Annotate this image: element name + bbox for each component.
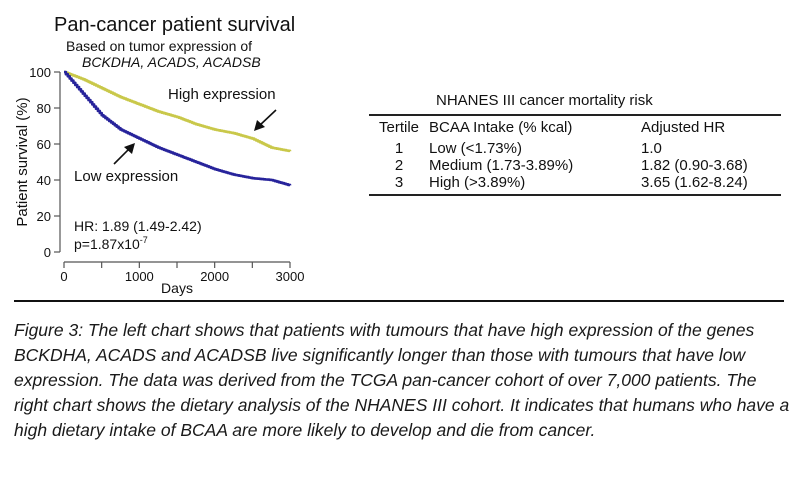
series-low-expression xyxy=(64,70,292,187)
x-tick-label: 0 xyxy=(60,269,67,284)
hr-cell: 3.65 (1.62-8.24) xyxy=(641,174,781,196)
intake-cell: High (>3.89%) xyxy=(429,174,641,196)
high-expression-label: High expression xyxy=(168,86,276,103)
header-bcaa-intake: BCAA Intake (% kcal) xyxy=(429,114,641,137)
hazard-ratio-label: HR: 1.89 (1.49-2.42) xyxy=(74,218,202,234)
high-expression-arrow-icon xyxy=(254,109,277,131)
hr-cell: 1.0 xyxy=(641,140,662,157)
x-tick-label: 2000 xyxy=(200,269,229,284)
x-tick-label: 1000 xyxy=(125,269,154,284)
p-value-label: p=1.87x10-7 xyxy=(74,235,148,252)
intake-cell: Low (<1.73%) xyxy=(429,140,522,157)
low-expression-label: Low expression xyxy=(74,168,178,185)
table-row: 3 High (>3.89%) 3.65 (1.62-8.24) xyxy=(369,174,781,196)
hr-cell: 1.82 (0.90-3.68) xyxy=(641,157,748,174)
table-row: 2 Medium (1.73-3.89%) 1.82 (0.90-3.68) xyxy=(369,157,781,174)
y-tick-label: 80 xyxy=(37,101,51,116)
chart-subtitle-genes: BCKDHA, ACADS, ACADSB xyxy=(82,54,261,70)
y-tick-label: 100 xyxy=(29,65,51,80)
y-tick-label: 40 xyxy=(37,173,51,188)
y-axis-label: Patient survival (%) xyxy=(14,97,31,226)
tertile-cell: 3 xyxy=(369,174,429,196)
p-value-exponent: -7 xyxy=(140,235,148,245)
p-value-base: p=1.87x10 xyxy=(74,236,140,252)
table-title: NHANES III cancer mortality risk xyxy=(436,92,653,109)
chart-series xyxy=(64,70,292,187)
y-tick-label: 60 xyxy=(37,137,51,152)
table-header-row: Tertile BCAA Intake (% kcal) Adjusted HR xyxy=(369,114,781,137)
y-tick-label: 20 xyxy=(37,209,51,224)
table-row: 1 Low (<1.73%) 1.0 xyxy=(369,137,781,157)
header-adjusted-hr: Adjusted HR xyxy=(641,114,781,137)
x-axis-label: Days xyxy=(161,280,193,296)
chart-subtitle: Based on tumor expression of xyxy=(66,38,252,54)
intake-cell: Medium (1.73-3.89%) xyxy=(429,157,574,174)
low-expression-arrow-icon xyxy=(113,143,135,165)
figure-caption: Figure 3: The left chart shows that pati… xyxy=(14,320,790,440)
section-divider xyxy=(14,300,784,302)
chart-title: Pan-cancer patient survival xyxy=(54,14,296,36)
x-tick-label: 3000 xyxy=(276,269,305,284)
mortality-risk-table: Tertile BCAA Intake (% kcal) Adjusted HR… xyxy=(369,114,781,196)
tertile-cell: 1 xyxy=(394,140,404,157)
tertile-cell: 2 xyxy=(394,157,404,174)
y-tick-label: 0 xyxy=(44,245,51,260)
header-tertile: Tertile xyxy=(369,114,429,137)
series-high-expression xyxy=(64,70,292,153)
